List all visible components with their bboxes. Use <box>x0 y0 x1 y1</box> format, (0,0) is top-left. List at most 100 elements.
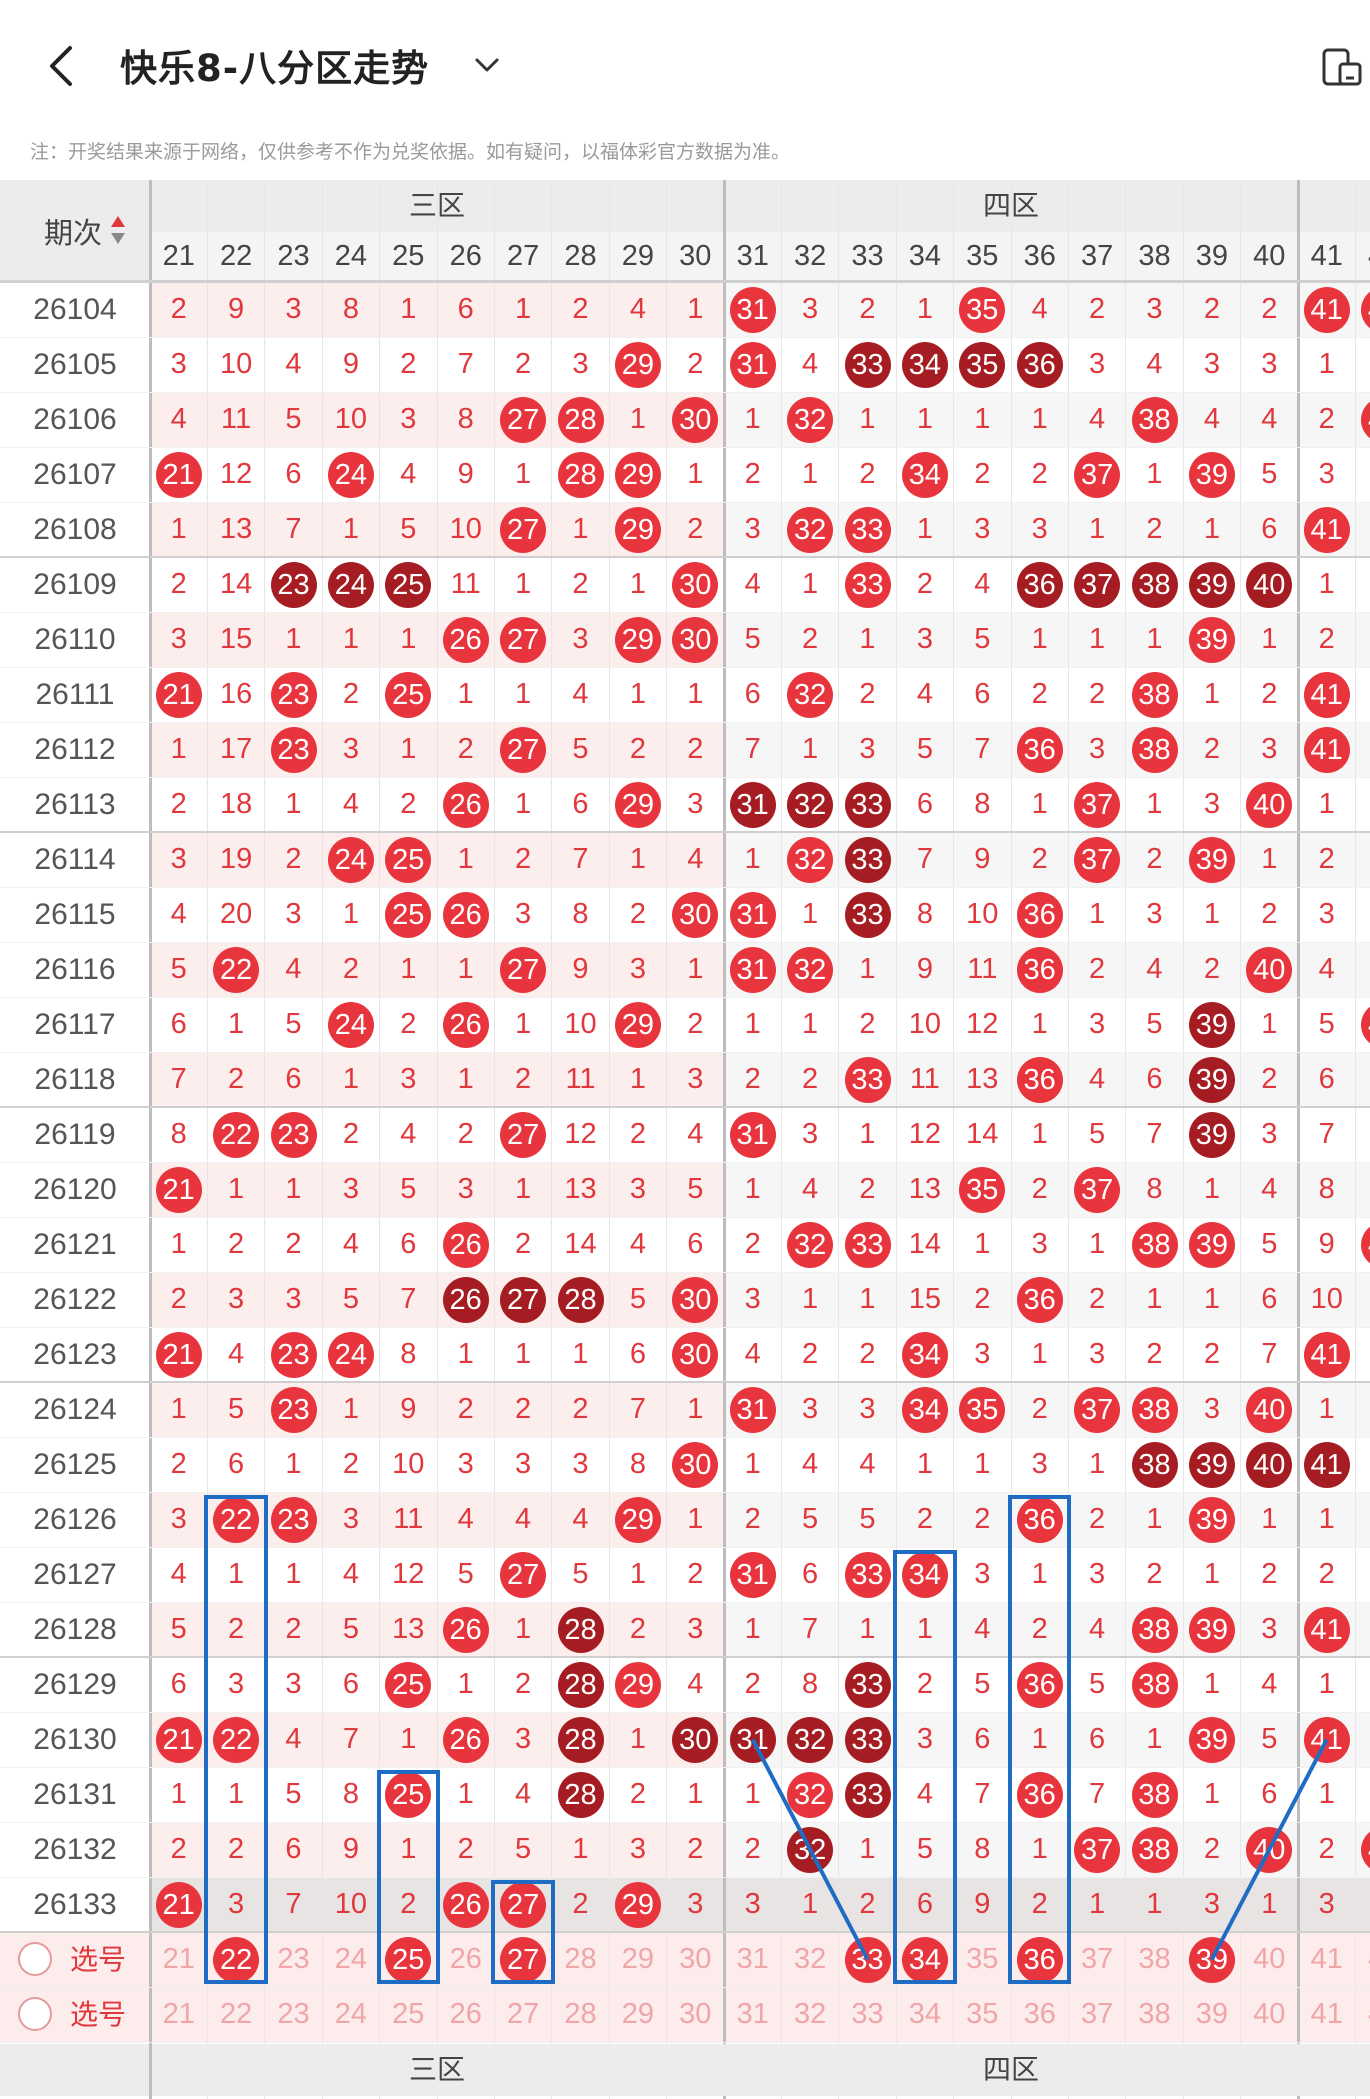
pick-number-option[interactable]: 32 <box>793 1943 827 1975</box>
back-arrow-icon[interactable] <box>44 44 80 88</box>
miss-count-cell: 2 <box>1318 403 1335 435</box>
miss-count-cell: 8 <box>916 898 933 930</box>
pick-number-option[interactable]: 30 <box>679 1943 712 1975</box>
pick-number-option[interactable]: 41 <box>1310 1943 1343 1975</box>
pick-number-option[interactable]: 39 <box>1195 1998 1229 2030</box>
pick-number-option[interactable]: 28 <box>564 1943 597 1975</box>
period-cell: 26104 <box>33 293 117 326</box>
period-cell: 26133 <box>33 1888 117 1921</box>
pick-number-option[interactable]: 24 <box>334 1943 368 1975</box>
miss-count-cell: 1 <box>1203 1558 1220 1590</box>
pick-number-option[interactable]: 26 <box>449 1943 482 1975</box>
pick-number-option[interactable]: 35 <box>966 1998 999 2030</box>
drawn-number-ball: 36 <box>1016 1661 1063 1708</box>
pick-number-option[interactable]: 35 <box>966 1943 999 1975</box>
selected-number-ball[interactable]: 25 <box>385 1936 432 1983</box>
selected-number-ball[interactable]: 27 <box>500 1936 547 1983</box>
pick-number-option[interactable]: 40 <box>1253 1943 1286 1975</box>
pick-number-option[interactable]: 27 <box>506 1998 540 2030</box>
drawn-number-ball: 34 <box>901 341 948 388</box>
miss-count-cell: 1 <box>687 293 704 325</box>
miss-count-cell: 1 <box>515 1173 532 1205</box>
pick-number-option[interactable]: 37 <box>1080 1943 1114 1975</box>
selected-number-ball[interactable]: 39 <box>1188 1936 1235 1983</box>
selected-number-ball[interactable]: 36 <box>1016 1936 1063 1983</box>
sort-icon[interactable] <box>110 214 126 246</box>
pick-number-option[interactable]: 23 <box>277 1943 310 1975</box>
drawn-number-ball: 24 <box>327 836 374 883</box>
row-bg-right <box>724 997 1370 1052</box>
pick-number-option[interactable]: 31 <box>736 1998 769 2030</box>
drawn-number-ball: 27 <box>500 946 547 993</box>
miss-count-cell: 1 <box>1261 623 1278 655</box>
pick-number-option[interactable]: 42 <box>1355 1932 1370 1987</box>
pick-number-option[interactable]: 23 <box>277 1998 310 2030</box>
pick-number-option[interactable]: 24 <box>334 1998 368 2030</box>
page-title[interactable]: 快乐8-八分区走势 <box>120 47 430 90</box>
selected-number-ball[interactable]: 33 <box>844 1936 891 1983</box>
drawn-number-ball: 30 <box>672 1441 719 1488</box>
miss-count-cell: 4 <box>572 1503 589 1535</box>
pick-number-option[interactable]: 22 <box>219 1998 253 2030</box>
miss-count-cell: 1 <box>916 513 933 545</box>
pick-number-option[interactable]: 31 <box>736 1943 769 1975</box>
selected-number-ball[interactable]: 34 <box>901 1936 948 1983</box>
miss-count-cell: 1 <box>687 1503 704 1535</box>
pick-number-option[interactable]: 21 <box>162 1998 195 2030</box>
period-header-label[interactable]: 期次 <box>44 216 103 250</box>
miss-count-cell: 3 <box>515 1448 532 1480</box>
drawn-number-ball: 27 <box>500 726 547 773</box>
grid-hline <box>0 1327 1370 1328</box>
period-cell: 26125 <box>33 1448 117 1481</box>
pick-number-option[interactable]: 30 <box>679 1998 712 2030</box>
device-switch-icon[interactable] <box>1320 46 1364 90</box>
drawn-number-ball: 21 <box>155 1716 202 1763</box>
pick-number-option[interactable]: 21 <box>162 1943 195 1975</box>
pick-row-radio[interactable] <box>18 1997 52 2031</box>
selected-number-ball[interactable]: 22 <box>213 1936 260 1983</box>
pick-number-option[interactable]: 40 <box>1253 1998 1286 2030</box>
drawn-number-ball: 38 <box>1131 561 1178 608</box>
miss-count-cell: 13 <box>564 1173 597 1205</box>
drawn-number-ball: 34 <box>901 1386 948 1433</box>
pick-row-radio[interactable] <box>18 1942 52 1976</box>
pick-number-option[interactable]: 32 <box>793 1998 827 2030</box>
pick-number-option[interactable]: 41 <box>1310 1998 1343 2030</box>
miss-count-cell: 4 <box>170 403 187 435</box>
pick-number-option[interactable]: 29 <box>621 1998 655 2030</box>
chevron-down-icon[interactable] <box>472 52 502 78</box>
row-bg-period <box>0 1712 150 1767</box>
pick-number-option[interactable]: 25 <box>392 1998 425 2030</box>
miss-count-cell: 4 <box>859 1448 876 1480</box>
highlight-box-34 <box>893 1550 957 1984</box>
column-number-header: 32 <box>793 240 827 272</box>
drawn-number-ball: 39 <box>1188 1056 1235 1103</box>
pick-number-option[interactable]: 38 <box>1138 1943 1171 1975</box>
pick-number-option[interactable]: 37 <box>1080 1998 1114 2030</box>
pick-number-option[interactable]: 28 <box>564 1998 597 2030</box>
row-bg-right <box>724 447 1370 502</box>
pick-number-option[interactable]: 36 <box>1023 1998 1056 2030</box>
miss-count-cell: 4 <box>744 1338 761 1370</box>
miss-count-cell: 1 <box>1203 898 1220 930</box>
pick-row-label[interactable]: 选号 <box>70 1943 127 1976</box>
miss-count-cell: 1 <box>1089 1228 1106 1260</box>
drawn-number-ball: 26 <box>442 1606 489 1653</box>
grid-hline <box>0 997 1370 998</box>
pick-number-option[interactable]: 26 <box>449 1998 482 2030</box>
miss-count-cell: 1 <box>916 293 933 325</box>
pick-number-option[interactable]: 34 <box>908 1998 942 2030</box>
miss-count-cell: 5 <box>1261 1723 1278 1755</box>
pick-number-option[interactable]: 42 <box>1355 1987 1370 2042</box>
miss-count-cell: 3 <box>629 953 646 985</box>
pick-number-option[interactable]: 29 <box>621 1943 655 1975</box>
row-bg-period <box>0 392 150 447</box>
grid-hline <box>0 392 1370 393</box>
miss-count-cell: 3 <box>1031 1228 1048 1260</box>
pick-number-option[interactable]: 33 <box>851 1998 884 2030</box>
pick-row-label[interactable]: 选号 <box>70 1998 127 2031</box>
pick-number-option[interactable]: 38 <box>1138 1998 1171 2030</box>
miss-count-cell: 2 <box>687 513 704 545</box>
grid-hline <box>0 1712 1370 1713</box>
grid-vline <box>1240 180 1242 2099</box>
